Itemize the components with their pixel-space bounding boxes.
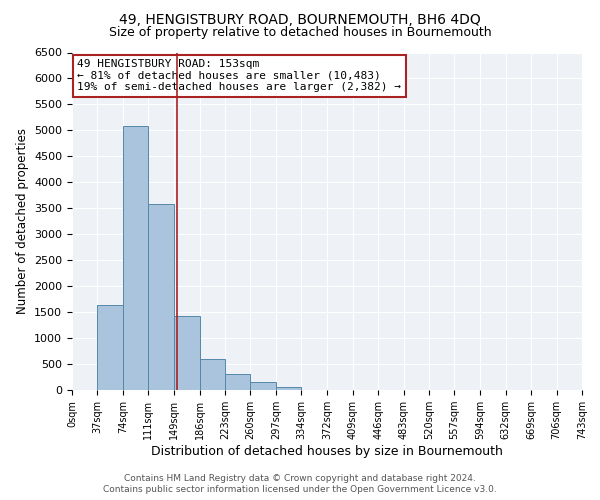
Bar [123, 126, 148, 390]
Bar [200, 360, 225, 390]
Bar [148, 204, 173, 390]
Bar [174, 316, 200, 390]
Bar [250, 382, 276, 390]
Text: Size of property relative to detached houses in Bournemouth: Size of property relative to detached ho… [109, 26, 491, 39]
Bar [276, 387, 301, 390]
Text: 49, HENGISTBURY ROAD, BOURNEMOUTH, BH6 4DQ: 49, HENGISTBURY ROAD, BOURNEMOUTH, BH6 4… [119, 12, 481, 26]
Text: Contains HM Land Registry data © Crown copyright and database right 2024.
Contai: Contains HM Land Registry data © Crown c… [103, 474, 497, 494]
Y-axis label: Number of detached properties: Number of detached properties [16, 128, 29, 314]
X-axis label: Distribution of detached houses by size in Bournemouth: Distribution of detached houses by size … [151, 445, 503, 458]
Bar [225, 374, 250, 390]
Bar [97, 306, 123, 390]
Text: 49 HENGISTBURY ROAD: 153sqm
← 81% of detached houses are smaller (10,483)
19% of: 49 HENGISTBURY ROAD: 153sqm ← 81% of det… [77, 59, 401, 92]
